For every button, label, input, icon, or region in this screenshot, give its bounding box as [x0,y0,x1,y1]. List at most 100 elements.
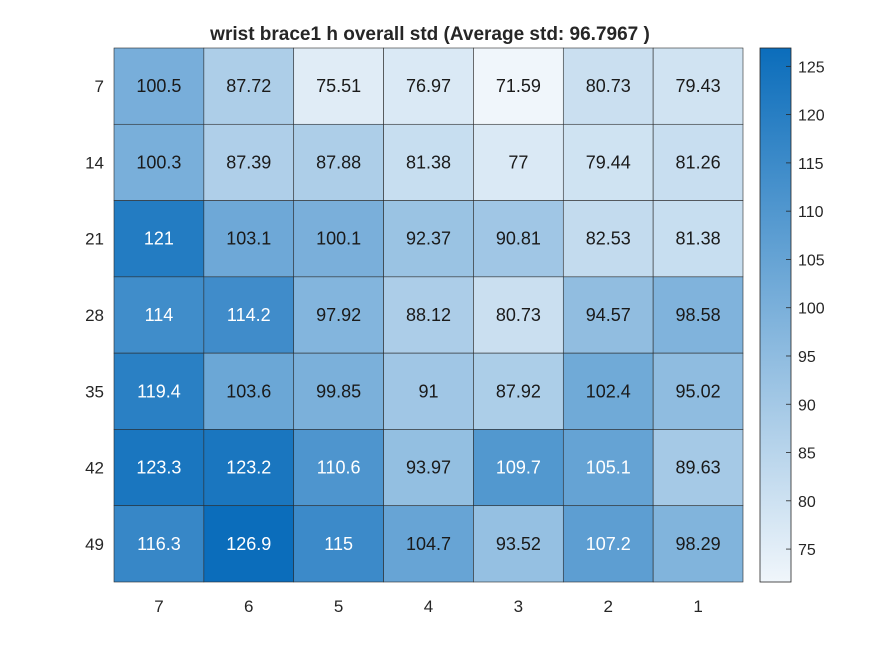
cell-value-label: 119.4 [137,381,181,401]
cell-value-label: 103.6 [226,381,271,401]
cell-value-label: 80.73 [496,305,541,325]
cell-value-label: 114 [145,305,174,325]
cell-value-label: 93.97 [406,458,451,478]
cell-value-label: 77 [508,152,528,172]
cell-value-label: 100.3 [136,152,181,172]
cell-value-label: 114.2 [227,305,271,325]
heatmap-cell [383,47,474,125]
cell-value-label: 90.81 [496,229,541,249]
heatmap-cell [113,505,205,583]
heatmap-cell [383,429,474,507]
cell-value-label: 109.7 [496,458,541,478]
x-tick-label: 1 [693,597,702,616]
heatmap-cell [562,200,654,278]
cell-value-label: 97.92 [316,305,361,325]
cell-value-label: 99.85 [316,381,361,401]
heatmap-cell [113,47,205,125]
y-tick-label: 7 [95,77,104,96]
cell-value-label: 102.4 [586,381,631,401]
cell-value-label: 88.12 [406,305,451,325]
heatmap-cell [383,505,474,583]
heatmap-cell [293,200,384,278]
heatmap-cell [383,200,474,278]
cell-value-label: 87.88 [316,152,361,172]
cell-value-label: 81.26 [676,152,721,172]
cell-value-label: 81.38 [406,152,451,172]
y-tick-label: 28 [85,306,104,325]
heatmap-cell [652,429,744,507]
colorbar-gradient [759,47,792,583]
heatmap-cell [473,429,564,507]
y-tick-label: 21 [85,230,104,249]
colorbar: 75 80 85 90 95 100 105 110 115 120 125 [759,47,825,583]
heatmap-cell [113,123,205,201]
x-tick-label: 4 [424,597,433,616]
colorbar-tick-label: 105 [798,252,825,269]
x-tick-label: 5 [334,597,343,616]
cell-value-label: 82.53 [586,229,631,249]
heatmap-cell [293,47,384,125]
y-axis-ticks: 7 14 21 28 35 42 49 [85,77,104,554]
colorbar-tick-label: 110 [798,204,824,221]
x-axis-ticks: 7 6 5 4 3 2 1 [154,597,703,616]
cell-value-label: 89.63 [676,458,721,478]
cell-value-label: 95.02 [676,381,721,401]
cell-value-label: 79.44 [586,152,631,172]
colorbar-tick-label: 80 [798,494,816,511]
cell-value-label: 76.97 [406,76,451,96]
cell-value-label: 98.58 [676,305,721,325]
cell-value-label: 105.1 [586,458,631,478]
cell-value-label: 104.7 [406,534,451,554]
heatmap-cell [562,47,654,125]
cell-value-label: 100.1 [316,229,361,249]
cell-value-label: 123.3 [136,458,181,478]
colorbar-tick-label: 95 [798,349,816,366]
cell-value-label: 71.59 [496,76,541,96]
heatmap-cell [473,123,564,201]
x-tick-label: 7 [154,597,163,616]
cell-value-label: 123.2 [226,458,271,478]
heatmap-cell [562,505,654,583]
cell-value-label: 92.37 [406,229,451,249]
cell-value-label: 116.3 [137,534,181,554]
x-tick-label: 3 [514,597,523,616]
cell-value-label: 98.29 [676,534,721,554]
colorbar-tick-label: 120 [798,108,825,125]
colorbar-tick-label: 90 [798,397,816,414]
heatmap-cell [562,123,654,201]
heatmap-cell [473,47,564,125]
colorbar-tick-label: 75 [798,542,816,559]
heatmap-cell [113,429,205,507]
heatmap-cell [113,352,205,430]
y-tick-label: 14 [85,153,104,172]
cell-value-label: 107.2 [586,534,631,554]
cell-value-label: 91 [418,381,438,401]
cell-value-label: 75.51 [316,76,361,96]
cell-value-label: 87.72 [226,76,271,96]
chart-title: wrist brace1 h overall std (Average std:… [209,24,650,45]
heatmap-cell [293,352,384,430]
heatmap-cell [383,276,474,354]
heatmap-cell [562,352,654,430]
colorbar-tick-label: 125 [798,59,825,76]
cell-value-label: 115 [324,534,353,554]
x-tick-label: 6 [244,597,253,616]
cell-value-label: 103.1 [226,229,271,249]
cell-value-label: 87.92 [496,381,541,401]
x-tick-label: 2 [603,597,612,616]
heatmap-cell [203,276,295,354]
cell-value-label: 121 [144,229,174,249]
cell-value-label: 126.9 [226,534,271,554]
heatmap-cell [113,200,205,278]
heatmap-cell [293,429,384,507]
heatmap-cell [652,505,744,583]
cell-value-label: 100.5 [136,76,181,96]
y-tick-label: 42 [85,459,104,478]
heatmap-cell [293,505,384,583]
y-tick-label: 49 [85,535,104,554]
heatmap-cell [652,123,744,201]
heatmap-cell [652,200,744,278]
cell-value-label: 80.73 [586,76,631,96]
heatmap-cell [293,123,384,201]
